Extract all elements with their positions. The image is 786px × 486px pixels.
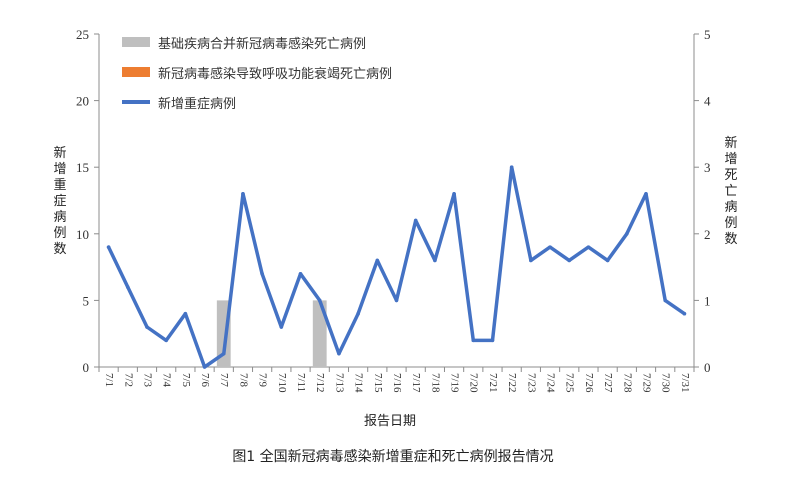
y-tick-label-left: 0 <box>83 360 90 375</box>
chart: 0 5 10 15 20 25 0 1 2 3 4 5 7/1 7/2 7/3 7/4 7/5 7/6 7/7 7/8… <box>76 27 711 393</box>
point-severe-cases <box>471 338 476 343</box>
x-tick-label: 7/3 <box>141 373 153 388</box>
legend-label: 新冠病毒感染导致呼吸功能衰竭死亡病例 <box>158 66 393 82</box>
x-tick-label: 7/21 <box>487 373 499 393</box>
point-severe-cases <box>605 258 610 263</box>
y-axis-right-title: 新增死亡病例数 <box>724 136 738 247</box>
point-severe-cases <box>567 258 572 263</box>
y-axis-left-title: 新增重症病例数 <box>53 146 67 257</box>
x-tick-label: 7/22 <box>506 373 518 393</box>
point-severe-cases <box>337 351 341 356</box>
x-tick-label: 7/2 <box>122 373 134 387</box>
point-severe-cases <box>452 192 456 196</box>
x-tick-label: 7/23 <box>525 373 537 393</box>
x-tick-label: 7/31 <box>679 373 691 393</box>
point-severe-cases <box>164 338 168 343</box>
x-tick-label: 7/1 <box>103 373 115 387</box>
x-tick-label: 7/15 <box>372 373 384 393</box>
x-tick-label: 7/7 <box>218 373 230 388</box>
point-severe-cases <box>644 192 648 196</box>
point-severe-cases <box>145 325 149 329</box>
y-tick-label-left: 15 <box>76 160 89 175</box>
x-tick-label: 7/13 <box>333 373 345 393</box>
x-tick-label: 7/18 <box>429 373 441 393</box>
line-severe-cases <box>106 165 687 369</box>
x-tick-label: 7/28 <box>621 373 633 393</box>
point-severe-cases <box>260 271 264 276</box>
x-tick-label: 7/8 <box>237 373 249 388</box>
x-tick-label: 7/11 <box>295 373 307 392</box>
point-severe-cases <box>202 365 207 369</box>
point-severe-cases <box>509 165 514 169</box>
x-tick-label: 7/19 <box>449 373 461 393</box>
y-tick-label-right: 0 <box>704 360 711 375</box>
y-tick-label-left: 20 <box>76 94 89 109</box>
x-tick-label: 7/30 <box>660 373 672 393</box>
x-tick-label: 7/10 <box>276 373 288 393</box>
y-tick-label-right: 3 <box>704 160 711 175</box>
x-tick-label: 7/17 <box>410 373 422 393</box>
point-severe-cases <box>106 245 111 249</box>
x-tick-label: 7/14 <box>353 373 365 393</box>
point-severe-cases <box>221 351 226 356</box>
point-severe-cases <box>356 311 360 316</box>
point-severe-cases <box>625 232 629 236</box>
x-tick-label: 7/9 <box>257 373 269 388</box>
point-severe-cases <box>682 311 687 316</box>
point-severe-cases <box>279 325 284 329</box>
legend-item-comorbidity-deaths: 基础疾病合并新冠病毒感染死亡病例 <box>122 32 392 52</box>
y-tick-label-right: 1 <box>704 293 711 308</box>
legend-swatch-gray <box>122 37 150 47</box>
point-severe-cases <box>663 298 668 303</box>
x-tick-label: 7/16 <box>391 373 403 393</box>
legend-item-severe-cases: 新增重症病例 <box>122 92 392 112</box>
y-tick-label-left: 10 <box>76 227 89 242</box>
x-tick-label: 7/4 <box>161 373 173 388</box>
point-severe-cases <box>375 258 380 263</box>
point-severe-cases <box>548 245 552 249</box>
point-severe-cases <box>586 245 591 249</box>
x-tick-label: 7/29 <box>640 373 652 393</box>
x-tick-label: 7/24 <box>545 373 557 393</box>
figure-caption: 图1 全国新冠病毒感染新增重症和死亡病例报告情况 <box>232 449 554 465</box>
point-severe-cases <box>490 338 495 343</box>
y-tick-label-right: 4 <box>704 94 711 109</box>
point-severe-cases <box>241 192 245 196</box>
point-severe-cases <box>317 298 322 303</box>
legend-swatch-orange <box>122 67 150 77</box>
point-severe-cases <box>183 311 188 316</box>
legend-swatch-blue-line <box>122 100 150 104</box>
point-severe-cases <box>529 258 533 263</box>
x-tick-label: 7/5 <box>180 373 192 388</box>
x-tick-label: 7/27 <box>602 373 614 393</box>
legend-item-respiratory-deaths: 新冠病毒感染导致呼吸功能衰竭死亡病例 <box>122 62 392 82</box>
x-tick-label: 7/6 <box>199 373 211 388</box>
point-severe-cases <box>298 271 303 276</box>
legend: 基础疾病合并新冠病毒感染死亡病例 新冠病毒感染导致呼吸功能衰竭死亡病例 新增重症… <box>122 32 392 122</box>
x-tick-label: 7/26 <box>583 373 595 393</box>
x-tick-label: 7/12 <box>314 373 326 393</box>
y-tick-label-left: 5 <box>83 293 90 308</box>
x-tick-label: 7/25 <box>564 373 576 393</box>
point-severe-cases <box>125 285 130 289</box>
x-axis-title: 报告日期 <box>363 414 416 429</box>
legend-label: 基础疾病合并新冠病毒感染死亡病例 <box>158 36 367 52</box>
point-severe-cases <box>413 218 418 223</box>
point-severe-cases <box>433 258 437 263</box>
legend-label: 新增重症病例 <box>158 96 237 112</box>
y-tick-label-right: 5 <box>704 27 711 42</box>
point-severe-cases <box>394 298 399 303</box>
x-tick-label: 7/20 <box>468 373 480 393</box>
y-tick-label-left: 25 <box>76 27 89 42</box>
y-tick-label-right: 2 <box>704 227 711 242</box>
bar-comorbidity-deaths <box>312 300 327 367</box>
